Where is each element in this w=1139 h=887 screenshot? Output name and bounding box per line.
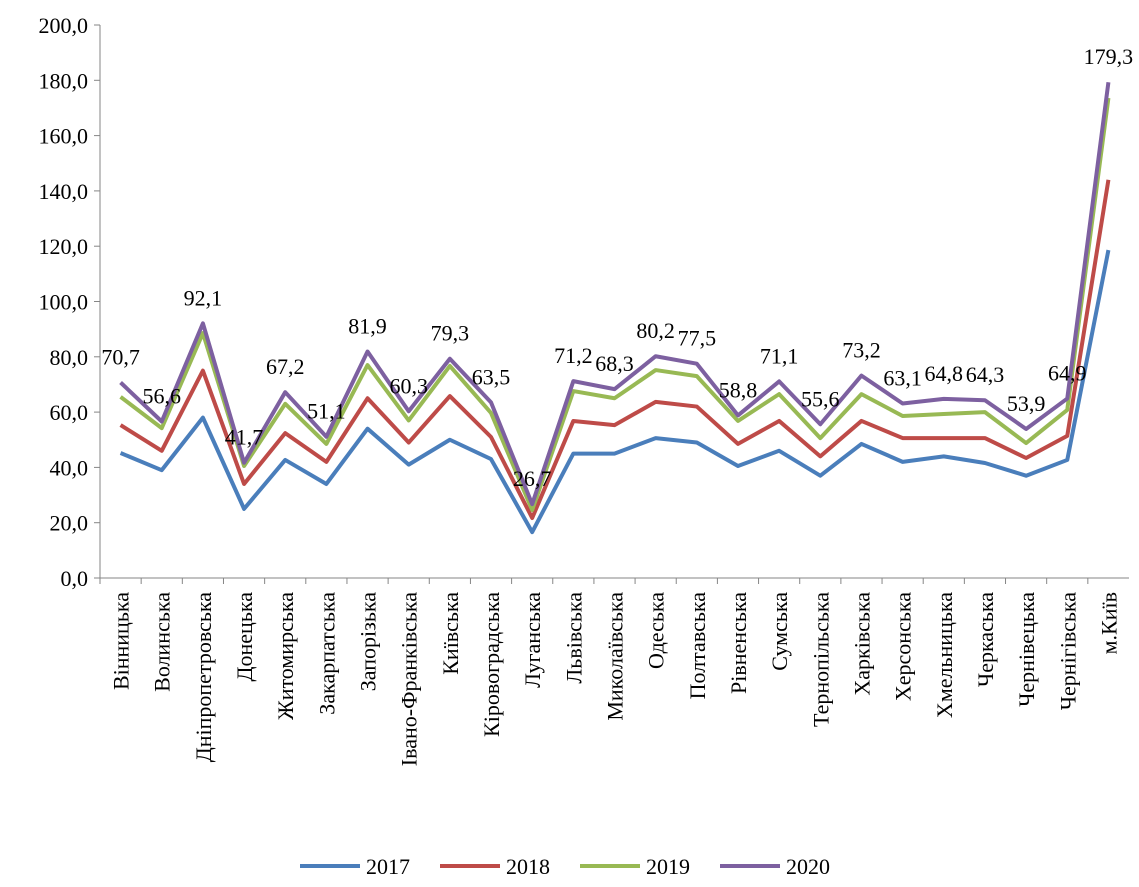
x-tick-label: Івано-Франківська	[397, 592, 422, 766]
data-label: 64,3	[966, 362, 1005, 387]
y-tick-label: 200,0	[39, 13, 89, 38]
data-label: 64,8	[925, 361, 964, 386]
series-line	[119, 97, 1111, 512]
series-line	[119, 249, 1111, 535]
y-tick-label: 120,0	[39, 234, 89, 259]
x-tick-label: Одеська	[644, 592, 669, 669]
data-label: 63,5	[472, 364, 511, 389]
x-tick-label: Хмельницька	[932, 592, 957, 718]
series-line	[119, 179, 1111, 520]
y-tick-label: 80,0	[50, 345, 89, 370]
x-tick-label: Миколаївська	[603, 592, 628, 721]
data-label: 41,7	[225, 425, 264, 450]
data-label: 56,6	[142, 384, 181, 409]
data-label: 179,3	[1084, 44, 1134, 69]
x-tick-label: Херсонська	[891, 592, 916, 701]
y-tick-label: 180,0	[39, 68, 89, 93]
data-label: 81,9	[348, 314, 387, 339]
x-tick-label: Тернопільська	[808, 592, 833, 727]
data-label: 51,1	[307, 399, 346, 424]
data-label: 71,2	[554, 343, 593, 368]
data-label: 26,7	[513, 466, 552, 491]
y-tick-label: 0,0	[61, 566, 89, 591]
x-tick-label: Житомирська	[273, 592, 298, 720]
y-tick-label: 160,0	[39, 124, 89, 149]
data-label: 67,2	[266, 354, 305, 379]
x-tick-label: Запорізька	[356, 592, 381, 691]
data-label: 53,9	[1007, 391, 1046, 416]
series-line	[119, 81, 1111, 507]
x-tick-label: Сумська	[767, 592, 792, 671]
data-label: 63,1	[883, 366, 922, 391]
x-tick-label: Львівська	[561, 592, 586, 684]
data-label: 64,9	[1048, 361, 1087, 386]
data-label: 77,5	[678, 326, 717, 351]
legend-label: 2019	[646, 854, 690, 879]
data-label: 60,3	[389, 373, 428, 398]
data-label: 55,6	[801, 386, 840, 411]
data-label: 79,3	[431, 321, 470, 346]
x-tick-label: Черкаська	[973, 592, 998, 687]
x-tick-label: Дніпропетровська	[191, 592, 216, 762]
data-label: 73,2	[842, 338, 881, 363]
data-label: 71,1	[760, 343, 799, 368]
y-tick-label: 100,0	[39, 290, 89, 315]
x-tick-label: Волинська	[150, 592, 175, 692]
x-tick-label: Луганська	[520, 592, 545, 688]
x-tick-label: Донецька	[232, 592, 257, 682]
data-label: 92,1	[184, 285, 223, 310]
legend-label: 2017	[366, 854, 410, 879]
x-tick-label: Чернігівська	[1055, 592, 1080, 710]
x-tick-label: Кіровоградська	[479, 592, 504, 737]
x-tick-label: Чернівецька	[1014, 592, 1039, 707]
x-tick-label: Київська	[438, 592, 463, 675]
y-tick-label: 40,0	[50, 455, 89, 480]
y-tick-label: 20,0	[50, 511, 89, 536]
y-tick-label: 140,0	[39, 179, 89, 204]
x-tick-label: Закарпатська	[314, 592, 339, 715]
y-tick-label: 60,0	[50, 400, 89, 425]
legend-label: 2018	[506, 854, 550, 879]
legend-label: 2020	[786, 854, 830, 879]
data-label: 68,3	[595, 351, 634, 376]
x-tick-label: м.Київ	[1096, 592, 1121, 654]
x-tick-label: Харківська	[849, 592, 874, 696]
data-label: 58,8	[719, 377, 758, 402]
data-label: 70,7	[101, 345, 140, 370]
data-label: 80,2	[636, 318, 675, 343]
x-tick-label: Рівненська	[726, 592, 751, 694]
x-tick-label: Полтавська	[685, 592, 710, 700]
x-tick-label: Вінницька	[109, 592, 134, 690]
